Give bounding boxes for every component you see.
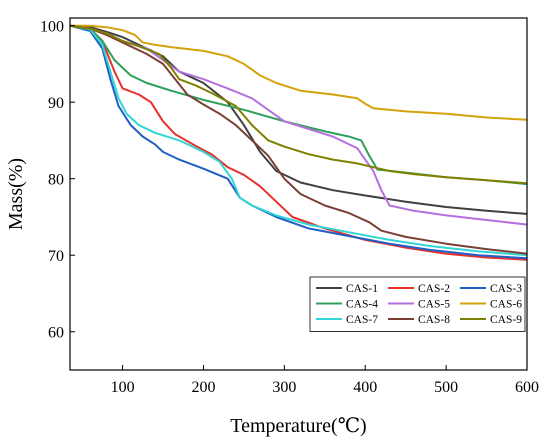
y-tick-label: 90 <box>48 95 64 112</box>
x-tick-label: 300 <box>272 379 296 396</box>
y-axis-label: Mass(%) <box>5 158 27 230</box>
series-line-cas-8 <box>69 24 528 255</box>
plot-frame <box>69 17 528 371</box>
series-line-cas-3 <box>69 24 528 260</box>
x-tick-label: 500 <box>434 379 458 396</box>
series-line-cas-1 <box>69 24 528 215</box>
y-tick-label: 70 <box>48 248 64 265</box>
x-tick-label: 100 <box>111 379 135 396</box>
x-axis-label: Temperature(℃) <box>230 415 366 437</box>
x-tick-label: 600 <box>515 379 539 396</box>
legend-label: CAS-1 <box>346 283 378 295</box>
legend-label: CAS-2 <box>418 283 450 295</box>
y-axis: 60 70 80 90 100 <box>40 19 75 342</box>
series-line-cas-9 <box>69 24 528 185</box>
legend-label: CAS-9 <box>490 314 522 326</box>
x-tick-label: 200 <box>191 379 215 396</box>
legend-label: CAS-3 <box>490 283 522 295</box>
legend-label: CAS-6 <box>490 299 522 311</box>
legend-label: CAS-8 <box>418 314 450 326</box>
legend-box <box>309 276 526 332</box>
legend-label: CAS-5 <box>418 299 450 311</box>
series-line-cas-7 <box>69 24 528 257</box>
legend: CAS-1 CAS-2 CAS-3 CAS-4 CAS-5 CAS-6 CAS-7 CAS-8… <box>309 276 526 332</box>
y-tick-label: 100 <box>40 19 64 36</box>
x-axis: 100 200 300 400 500 600 <box>111 365 539 396</box>
x-tick-label: 400 <box>353 379 377 396</box>
series-layer <box>69 24 528 261</box>
legend-label: CAS-7 <box>346 314 378 326</box>
legend-label: CAS-4 <box>346 299 378 311</box>
y-tick-label: 60 <box>48 325 64 342</box>
series-line-cas-6 <box>70 24 528 121</box>
y-tick-label: 80 <box>48 172 64 189</box>
